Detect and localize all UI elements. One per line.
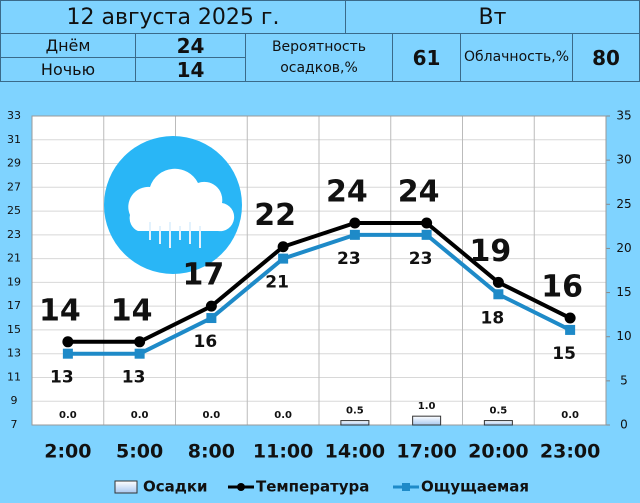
header: 12 августа 2025 г. Вт Днём Ночью 24 14 В… xyxy=(0,0,640,82)
temp-marker xyxy=(492,276,504,288)
temp-marker xyxy=(421,217,433,229)
y-tick-label: 31 xyxy=(7,133,21,146)
feels-marker xyxy=(421,229,432,240)
y2-tick-label: 25 xyxy=(616,197,631,211)
temp-marker xyxy=(349,217,361,229)
cloud: 80 xyxy=(572,33,640,82)
temp-marker xyxy=(62,336,74,348)
feels-label: 13 xyxy=(50,368,74,388)
x-tick-label: 2:00 xyxy=(44,441,91,463)
x-tick-label: 17:00 xyxy=(396,441,456,463)
y2-tick-label: 10 xyxy=(616,329,631,343)
temp-label: 16 xyxy=(541,270,583,305)
feels-marker xyxy=(62,348,73,359)
y-tick-label: 23 xyxy=(7,228,21,241)
y2-tick-label: 20 xyxy=(616,241,631,255)
legend-label: Температура xyxy=(256,478,369,496)
feels-marker xyxy=(493,289,504,300)
temp-marker xyxy=(134,336,146,348)
legend-label: Ощущаемая xyxy=(421,478,529,496)
plot-border xyxy=(31,115,607,426)
temp-label: 14 xyxy=(39,293,81,328)
y-tick-label: 11 xyxy=(7,370,21,383)
feels-label: 16 xyxy=(194,332,218,352)
feels-label: 21 xyxy=(265,273,289,293)
y-tick-label: 25 xyxy=(7,204,21,217)
feels-label: 13 xyxy=(122,368,146,388)
x-tick-label: 5:00 xyxy=(116,441,163,463)
y-tick-label: 7 xyxy=(11,418,18,431)
precip-label: 0.0 xyxy=(203,410,221,421)
feels-marker xyxy=(134,348,145,359)
temp-label: 22 xyxy=(254,198,296,233)
x-tick-label: 14:00 xyxy=(325,441,385,463)
y-tick-label: 29 xyxy=(7,157,21,170)
feels-label: 23 xyxy=(337,249,361,269)
precip-bar xyxy=(340,420,370,426)
feels-label: 18 xyxy=(481,308,505,328)
feels-label: 15 xyxy=(552,344,576,364)
x-tick-label: 23:00 xyxy=(540,441,600,463)
feels-marker xyxy=(278,253,289,264)
legend-marker xyxy=(237,483,245,491)
precip-label: 0.0 xyxy=(274,410,292,421)
precip-label: 0.0 xyxy=(59,410,77,421)
legend-label: Осадки xyxy=(143,478,208,496)
y2-tick-label: 30 xyxy=(616,153,631,167)
y2-tick-label: 5 xyxy=(620,373,628,387)
y-tick-label: 17 xyxy=(7,299,21,312)
y2-tick-label: 15 xyxy=(616,285,631,299)
weather-icon xyxy=(104,136,242,274)
y-tick-label: 9 xyxy=(11,394,18,407)
temp-label: 24 xyxy=(398,174,440,209)
temp-label: 24 xyxy=(326,174,368,209)
x-tick-label: 20:00 xyxy=(468,441,528,463)
icon-cloud xyxy=(128,168,235,232)
temp-label: 14 xyxy=(111,293,153,328)
feels-label: 23 xyxy=(409,249,433,269)
y-tick-label: 13 xyxy=(7,347,21,360)
series-line xyxy=(67,220,572,344)
y-tick-label: 15 xyxy=(7,323,21,336)
feels-marker xyxy=(565,324,576,335)
y-tick-label: 19 xyxy=(7,275,21,288)
precip-label: 0.5 xyxy=(346,406,364,417)
y-tick-label: 33 xyxy=(7,109,21,122)
feels-marker xyxy=(349,229,360,240)
temp-marker xyxy=(277,241,289,253)
precip-prob-label: Вероятность осадков,% xyxy=(245,33,393,82)
feels-marker xyxy=(206,313,217,324)
temp-label: 17 xyxy=(183,258,225,293)
precip-label: 0.5 xyxy=(490,406,508,417)
x-tick-label: 8:00 xyxy=(188,441,235,463)
series-line xyxy=(67,232,572,356)
y-tick-label: 21 xyxy=(7,252,21,265)
temp-marker xyxy=(205,300,217,312)
legend-swatch xyxy=(114,480,138,494)
precip-bar xyxy=(412,415,442,426)
precip-label: 1.0 xyxy=(418,401,436,412)
legend-marker xyxy=(402,483,410,491)
temp-marker xyxy=(564,312,576,324)
y2-tick-label: 35 xyxy=(616,109,631,123)
precip-label: 0.0 xyxy=(561,410,579,421)
night-temp: 14 xyxy=(135,57,246,82)
y2-tick-label: 0 xyxy=(620,418,628,432)
precip-bar xyxy=(483,420,513,426)
temp-label: 19 xyxy=(470,234,512,269)
y-tick-label: 27 xyxy=(7,180,21,193)
precip-label: 0.0 xyxy=(131,410,149,421)
x-tick-label: 11:00 xyxy=(253,441,313,463)
